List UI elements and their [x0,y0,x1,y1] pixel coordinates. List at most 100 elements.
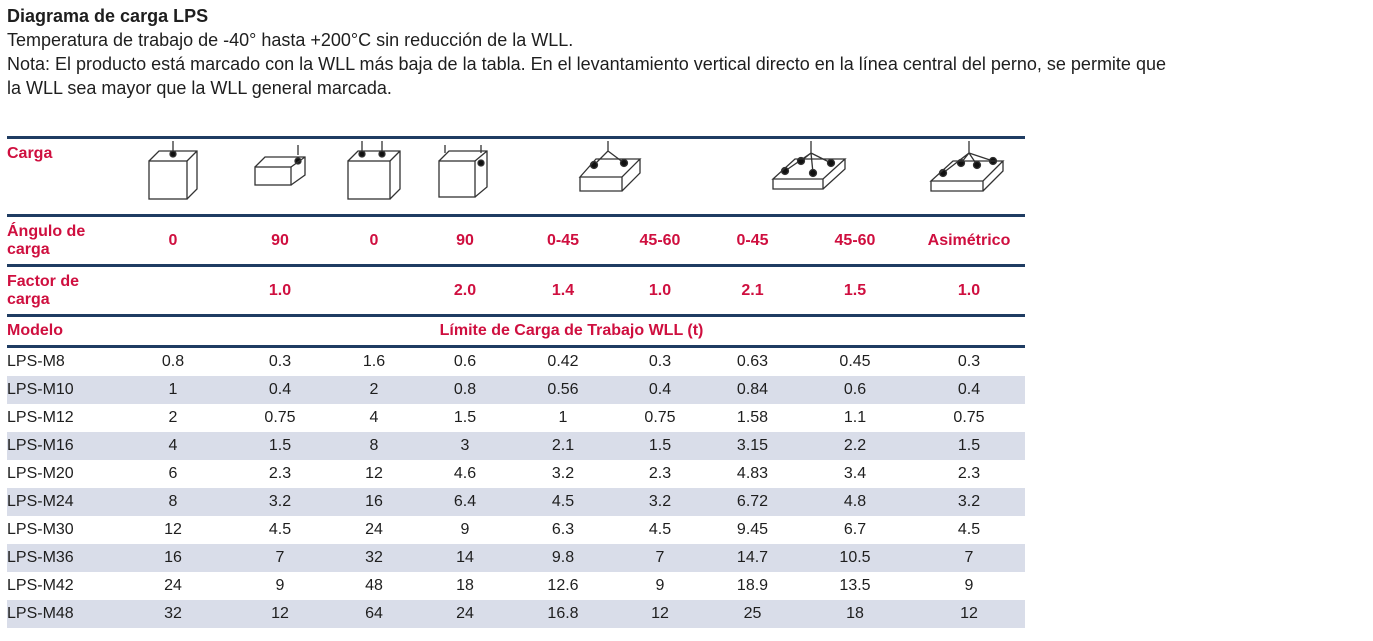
wll-value: 3.2 [228,488,332,516]
wll-value: 0.45 [797,345,913,376]
wll-value: 1.5 [228,432,332,460]
wll-value: 14.7 [708,544,797,572]
table-row: LPS-M20 6 2.3 12 4.6 3.2 2.3 4.83 3.4 2.3 [7,460,1025,488]
two-leg-sling-icon [514,136,708,216]
model-name: LPS-M8 [7,345,118,376]
wll-value: 16 [332,488,416,516]
wll-value: 3.2 [612,488,708,516]
wll-value: 0.4 [228,376,332,404]
model-name: LPS-M48 [7,600,118,628]
wll-note-cont: la WLL sea mayor que la WLL general marc… [7,78,392,98]
wll-value: 1.6 [332,345,416,376]
angle-value: 0-45 [708,214,797,266]
wll-value: 4.8 [797,488,913,516]
wll-value: 12 [228,600,332,628]
wll-value: 3.4 [843,465,867,482]
wll-value: 0.4 [612,376,708,404]
model-name: LPS-M30 [7,521,74,538]
wll-value: 3.15 [708,432,797,460]
load-chart-table: Carga Ángulo de carga 0 90 0 90 0-45 45-60 0-4… [7,136,1025,628]
wll-value: 32 [332,544,416,572]
angle-row: Ángulo de carga 0 90 0 90 0-45 45-60 0-45 45-60… [7,214,1025,266]
wll-value: 24 [164,577,182,594]
wll-value: 2.1 [514,432,612,460]
wll-value: 2 [168,409,178,426]
angle-value: 45-60 [797,214,913,266]
table-row: LPS-M30 12 4.5 24 9 6.3 4.5 9.45 6.7 4.5 [7,516,1025,544]
wll-note: Nota: El producto está marcado con la WL… [7,54,1166,74]
wll-value: 10.5 [797,544,913,572]
icon-row: Carga [7,136,1025,216]
wll-value: 6.7 [843,521,867,538]
model-name: LPS-M20 [7,465,74,482]
wll-value: 16 [118,544,228,572]
wll-value: 1.5 [913,432,1025,460]
wll-value: 0.75 [264,409,296,426]
carga-label: Carga [7,136,118,216]
wll-value: 8 [118,488,228,516]
wll-value: 2.2 [797,432,913,460]
model-header-row: Modelo Límite de Carga de Trabajo WLL (t… [7,314,1025,347]
wll-value: 1 [118,376,228,404]
double-vertical-lift-icon [332,136,416,216]
wll-label: Límite de Carga de Trabajo WLL (t) [118,314,1025,347]
factor-value [332,264,416,316]
model-name: LPS-M36 [7,544,118,572]
factor-value: 1.0 [913,264,1025,316]
asymmetric-sling-icon [913,136,1025,216]
wll-value: 0.3 [228,345,332,376]
header: Diagrama de carga LPS Temperatura de tra… [7,4,1166,100]
factor-value: 1.5 [797,264,913,316]
wll-value: 0.75 [644,409,676,426]
model-name: LPS-M16 [7,432,118,460]
wll-value: 0.63 [708,345,797,376]
factor-value: 2.1 [708,264,797,316]
table-row: LPS-M10 1 0.4 2 0.8 0.56 0.4 0.84 0.6 0.4 [7,376,1025,404]
wll-value: 2.3 [268,465,292,482]
wll-value: 0.42 [514,345,612,376]
factor-value: 1.0 [612,264,708,316]
wll-value: 6.4 [416,488,514,516]
wll-value: 4.5 [648,521,672,538]
wll-value: 9.45 [736,521,769,538]
angle-label: Ángulo de carga [7,214,118,266]
wll-value: 0.84 [708,376,797,404]
wll-value: 48 [365,577,383,594]
wll-value: 16.8 [514,600,612,628]
wll-value: 12.6 [547,577,579,594]
wll-value: 4 [118,432,228,460]
table-row: LPS-M16 4 1.5 8 3 2.1 1.5 3.15 2.2 1.5 [7,432,1025,460]
wll-value: 18 [456,577,474,594]
model-label: Modelo [7,314,118,347]
wll-value: 13.5 [839,577,871,594]
wll-value: 3.2 [551,465,575,482]
factor-value: 2.0 [416,264,514,316]
wll-value: 7 [612,544,708,572]
wll-value: 4.5 [514,488,612,516]
wll-value: 24 [365,521,383,538]
wll-value: 32 [118,600,228,628]
wll-value: 4.6 [453,465,477,482]
wll-value: 12 [365,465,383,482]
angle-value: Asimétrico [913,214,1025,266]
angle-value: 45-60 [612,214,708,266]
wll-value: 12 [612,600,708,628]
wll-value: 4 [369,409,379,426]
wll-value: 12 [164,521,182,538]
wll-value: 2.3 [957,465,981,482]
single-vertical-lift-icon [118,136,228,216]
wll-value: 18 [797,600,913,628]
wll-value: 4.83 [736,465,769,482]
factor-label: Factor de carga [7,264,118,316]
wll-value: 0.8 [416,376,514,404]
wll-value: 9 [460,521,470,538]
wll-value: 4.5 [268,521,292,538]
wll-value: 8 [332,432,416,460]
factor-value [118,264,228,316]
wll-value: 1.1 [843,409,867,426]
angle-value: 90 [416,214,514,266]
wll-value: 1.58 [736,409,769,426]
four-leg-sling-icon [708,136,913,216]
angle-value: 0 [118,214,228,266]
wll-value: 2.3 [648,465,672,482]
